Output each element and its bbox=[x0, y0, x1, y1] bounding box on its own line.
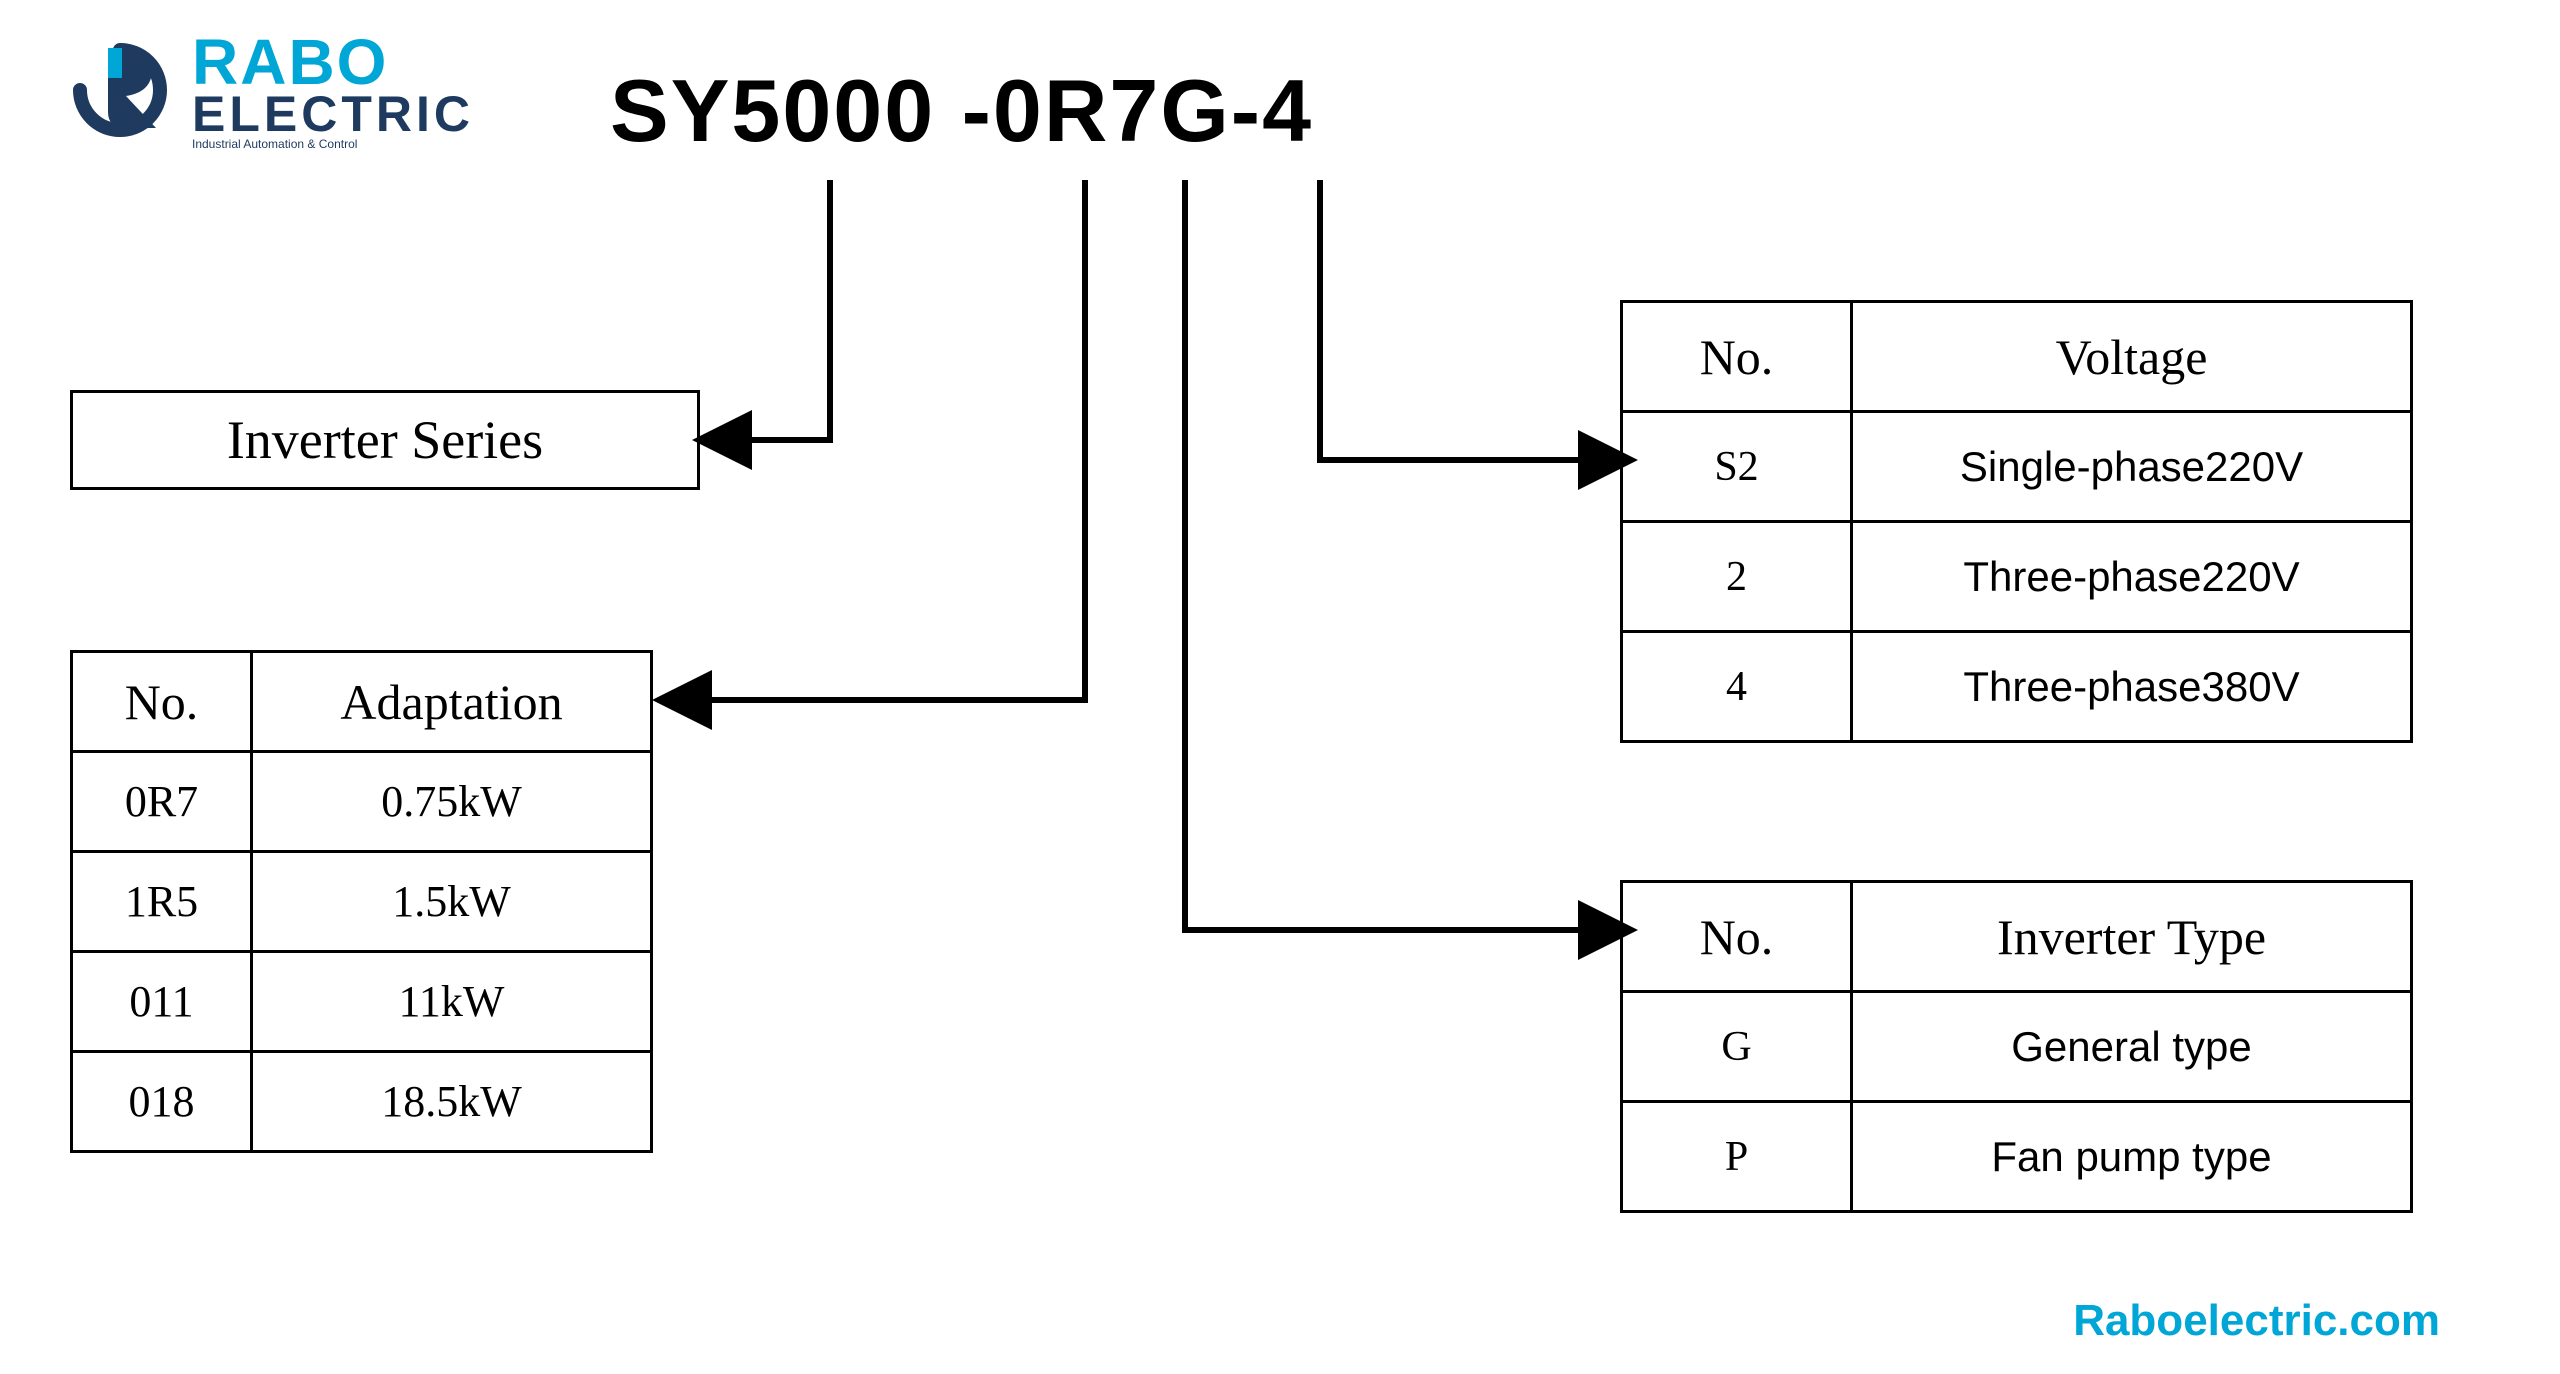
adaptation-cell: 011 bbox=[72, 952, 252, 1052]
type-header-type: Inverter Type bbox=[1852, 882, 2412, 992]
table-row: P Fan pump type bbox=[1622, 1102, 2412, 1212]
adaptation-cell: 1.5kW bbox=[252, 852, 652, 952]
table-header-row: No. Voltage bbox=[1622, 302, 2412, 412]
voltage-header-voltage: Voltage bbox=[1852, 302, 2412, 412]
adaptation-cell: 0.75kW bbox=[252, 752, 652, 852]
logo-mark-icon bbox=[60, 30, 180, 155]
logo-line1: RABO bbox=[192, 34, 474, 92]
logo-line2: ELECTRIC bbox=[192, 92, 474, 137]
table-row: 011 11kW bbox=[72, 952, 652, 1052]
adaptation-cell: 18.5kW bbox=[252, 1052, 652, 1152]
table-row: 0R7 0.75kW bbox=[72, 752, 652, 852]
model-code: SY5000 -0R7G-4 bbox=[610, 60, 1313, 162]
voltage-header-no: No. bbox=[1622, 302, 1852, 412]
voltage-cell: 4 bbox=[1622, 632, 1852, 742]
voltage-cell: S2 bbox=[1622, 412, 1852, 522]
type-cell: General type bbox=[1852, 992, 2412, 1102]
inverter-series-box: Inverter Series bbox=[70, 390, 700, 490]
voltage-cell: Single-phase220V bbox=[1852, 412, 2412, 522]
table-header-row: No. Inverter Type bbox=[1622, 882, 2412, 992]
adaptation-header-no: No. bbox=[72, 652, 252, 752]
table-row: 4 Three-phase380V bbox=[1622, 632, 2412, 742]
voltage-cell: Three-phase220V bbox=[1852, 522, 2412, 632]
type-header-no: No. bbox=[1622, 882, 1852, 992]
type-cell: Fan pump type bbox=[1852, 1102, 2412, 1212]
adaptation-table: No. Adaptation 0R7 0.75kW 1R5 1.5kW 011 … bbox=[70, 650, 653, 1153]
table-row: 018 18.5kW bbox=[72, 1052, 652, 1152]
type-cell: P bbox=[1622, 1102, 1852, 1212]
adaptation-cell: 0R7 bbox=[72, 752, 252, 852]
table-row: 1R5 1.5kW bbox=[72, 852, 652, 952]
adaptation-header-adapt: Adaptation bbox=[252, 652, 652, 752]
adaptation-cell: 1R5 bbox=[72, 852, 252, 952]
adaptation-cell: 018 bbox=[72, 1052, 252, 1152]
footer-url: Raboelectric.com bbox=[2073, 1296, 2440, 1346]
voltage-cell: Three-phase380V bbox=[1852, 632, 2412, 742]
inverter-type-table: No. Inverter Type G General type P Fan p… bbox=[1620, 880, 2413, 1213]
table-row: G General type bbox=[1622, 992, 2412, 1102]
brand-logo: RABO ELECTRIC Industrial Automation & Co… bbox=[60, 30, 480, 170]
inverter-series-label: Inverter Series bbox=[227, 409, 543, 471]
table-row: S2 Single-phase220V bbox=[1622, 412, 2412, 522]
table-header-row: No. Adaptation bbox=[72, 652, 652, 752]
adaptation-cell: 11kW bbox=[252, 952, 652, 1052]
type-cell: G bbox=[1622, 992, 1852, 1102]
voltage-cell: 2 bbox=[1622, 522, 1852, 632]
voltage-table: No. Voltage S2 Single-phase220V 2 Three-… bbox=[1620, 300, 2413, 743]
table-row: 2 Three-phase220V bbox=[1622, 522, 2412, 632]
